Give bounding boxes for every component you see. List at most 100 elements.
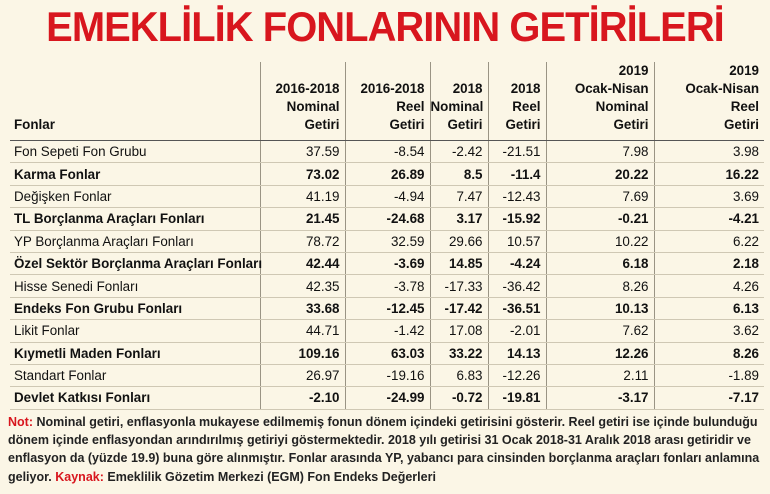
value-cell: -1.42 — [344, 319, 430, 343]
column-header-line: Ocak-Nisan — [685, 81, 759, 96]
note-label: Not: — [8, 415, 33, 429]
value-cell: 44.71 — [259, 319, 345, 343]
table-row: Karma Fonlar 73.02 26.89 8.5 -11.4 20.22 16.22 — [10, 162, 764, 186]
value-cell: 14.13 — [487, 342, 546, 365]
table-body: Fon Sepeti Fon Grubu 37.59 -8.54 -2.42 -21.5… — [10, 140, 764, 410]
fund-name-cell: Fon Sepeti Fon Grubu — [10, 140, 260, 164]
table-row: Standart Fonlar 26.97 -19.16 6.83 -12.26 2.11… — [10, 364, 764, 388]
value-cell: -2.10 — [259, 386, 345, 410]
fund-name-cell: Özel Sektör Borçlanma Araçları Fonları — [10, 252, 262, 276]
value-cell: -2.42 — [429, 140, 488, 164]
value-cell: -3.69 — [344, 252, 430, 276]
fund-name-cell: Karma Fonlar — [10, 162, 260, 186]
table-row: Likit Fonlar 44.71 -1.42 17.08 -2.01 7.62 3.62 — [10, 319, 764, 343]
fund-name-cell: Standart Fonlar — [10, 364, 260, 388]
value-cell: 26.89 — [344, 162, 430, 186]
value-cell: 8.5 — [429, 162, 488, 186]
value-cell: 6.18 — [545, 252, 654, 276]
value-cell: 7.69 — [545, 185, 654, 209]
value-cell: 2.11 — [545, 364, 654, 388]
value-cell: 3.17 — [429, 207, 488, 231]
fund-name-cell: Kıymetli Maden Fonları — [10, 342, 260, 365]
value-cell: 3.98 — [653, 140, 764, 164]
source-label: Kaynak: — [55, 469, 104, 484]
table-row: Hisse Senedi Fonları 42.35 -3.78 -17.33 -36.… — [10, 274, 764, 298]
value-cell: -17.42 — [429, 297, 488, 321]
value-cell: 32.59 — [344, 230, 430, 253]
fund-name-cell: Devlet Katkısı Fonları — [10, 386, 260, 410]
note-text: Nominal getiri, enflasyonla mukayese edi… — [8, 415, 760, 484]
value-cell: 42.35 — [259, 274, 345, 298]
column-header-line: 2019 — [618, 63, 649, 78]
column-header-line: Reel — [730, 99, 759, 114]
value-cell: -36.51 — [487, 297, 546, 321]
value-cell: 78.72 — [259, 230, 345, 253]
value-cell: 7.47 — [429, 185, 488, 209]
value-cell: -2.01 — [487, 319, 546, 343]
table-row: TL Borçlanma Araçları Fonları 21.45 -24.68… — [10, 207, 764, 231]
table-row: Fon Sepeti Fon Grubu 37.59 -8.54 -2.42 -21.5… — [10, 140, 764, 164]
value-cell: 14.85 — [429, 252, 488, 276]
value-cell: 33.68 — [259, 297, 345, 321]
value-cell: 8.26 — [653, 342, 764, 365]
source-text: Emeklilik Gözetim Merkezi (EGM) Fon Ende… — [103, 469, 436, 484]
column-header-line: Fonlar — [14, 117, 55, 132]
value-cell: -17.33 — [429, 274, 488, 298]
value-cell: -24.68 — [344, 207, 430, 231]
column-header-line: Reel — [396, 99, 425, 114]
value-cell: 12.26 — [545, 342, 654, 365]
column-header-line: 2016-2018 — [360, 81, 425, 96]
column-header-line: Getiri — [447, 117, 483, 132]
column-header-3: 2018 Nominal Getiri — [429, 62, 488, 141]
table-row: Devlet Katkısı Fonları -2.10 -24.99 -0.72 -1… — [10, 386, 764, 410]
value-cell: -7.17 — [653, 386, 764, 410]
value-cell: -4.21 — [653, 207, 764, 231]
column-header-line: Reel — [512, 99, 541, 114]
value-cell: -4.94 — [344, 185, 430, 209]
value-cell: 10.57 — [487, 230, 546, 253]
column-header-line: Getiri — [304, 117, 340, 132]
value-cell: -11.4 — [487, 162, 546, 186]
column-header-line: Ocak-Nisan — [574, 81, 649, 96]
value-cell: 10.22 — [545, 230, 654, 253]
value-cell: -12.26 — [487, 364, 546, 388]
table-header-row: Fonlar 2016-2018 Nominal Getiri 2016-2018 Ree… — [10, 62, 764, 141]
value-cell: 33.22 — [429, 342, 488, 365]
value-cell: 17.08 — [429, 319, 488, 343]
value-cell: -0.21 — [545, 207, 654, 231]
column-header-fonlar: Fonlar — [10, 62, 260, 141]
value-cell: 42.44 — [259, 252, 345, 276]
value-cell: -12.45 — [344, 297, 430, 321]
column-header-line: 2018 — [452, 81, 483, 96]
table-row: Değişken Fonlar 41.19 -4.94 7.47 -12.43 7.69 3… — [10, 185, 764, 209]
column-header-line: Nominal — [286, 99, 340, 114]
value-cell: 8.26 — [545, 274, 654, 298]
fund-name-cell: Endeks Fon Grubu Fonları — [10, 297, 260, 321]
value-cell: 6.22 — [653, 230, 764, 253]
value-cell: -3.17 — [545, 386, 654, 410]
value-cell: 20.22 — [545, 162, 654, 186]
column-header-line: 2016-2018 — [275, 81, 340, 96]
column-header-6: 2019 Ocak-Nisan Reel Getiri — [653, 62, 764, 141]
returns-table: Fonlar 2016-2018 Nominal Getiri 2016-2018 Ree… — [10, 62, 764, 410]
value-cell: 16.22 — [653, 162, 764, 186]
column-header-5: 2019 Ocak-Nisan Nominal Getiri — [545, 62, 654, 141]
value-cell: 41.19 — [259, 185, 345, 209]
table-row: Endeks Fon Grubu Fonları 33.68 -12.45 -17.4… — [10, 297, 764, 321]
column-header-2: 2016-2018 Reel Getiri — [344, 62, 430, 141]
value-cell: -12.43 — [487, 185, 546, 209]
value-cell: 3.62 — [653, 319, 764, 343]
value-cell: 7.62 — [545, 319, 654, 343]
value-cell: 37.59 — [259, 140, 345, 164]
value-cell: 6.83 — [429, 364, 488, 388]
table-row: YP Borçlanma Araçları Fonları 78.72 32.59 2… — [10, 230, 764, 253]
value-cell: -1.89 — [653, 364, 764, 388]
value-cell: -24.99 — [344, 386, 430, 410]
column-header-line: Nominal — [595, 99, 649, 114]
value-cell: -15.92 — [487, 207, 546, 231]
value-cell: 2.18 — [653, 252, 764, 276]
fund-name-cell: Değişken Fonlar — [10, 185, 260, 209]
value-cell: 4.26 — [653, 274, 764, 298]
value-cell: -19.16 — [344, 364, 430, 388]
column-header-line: 2019 — [729, 63, 759, 78]
